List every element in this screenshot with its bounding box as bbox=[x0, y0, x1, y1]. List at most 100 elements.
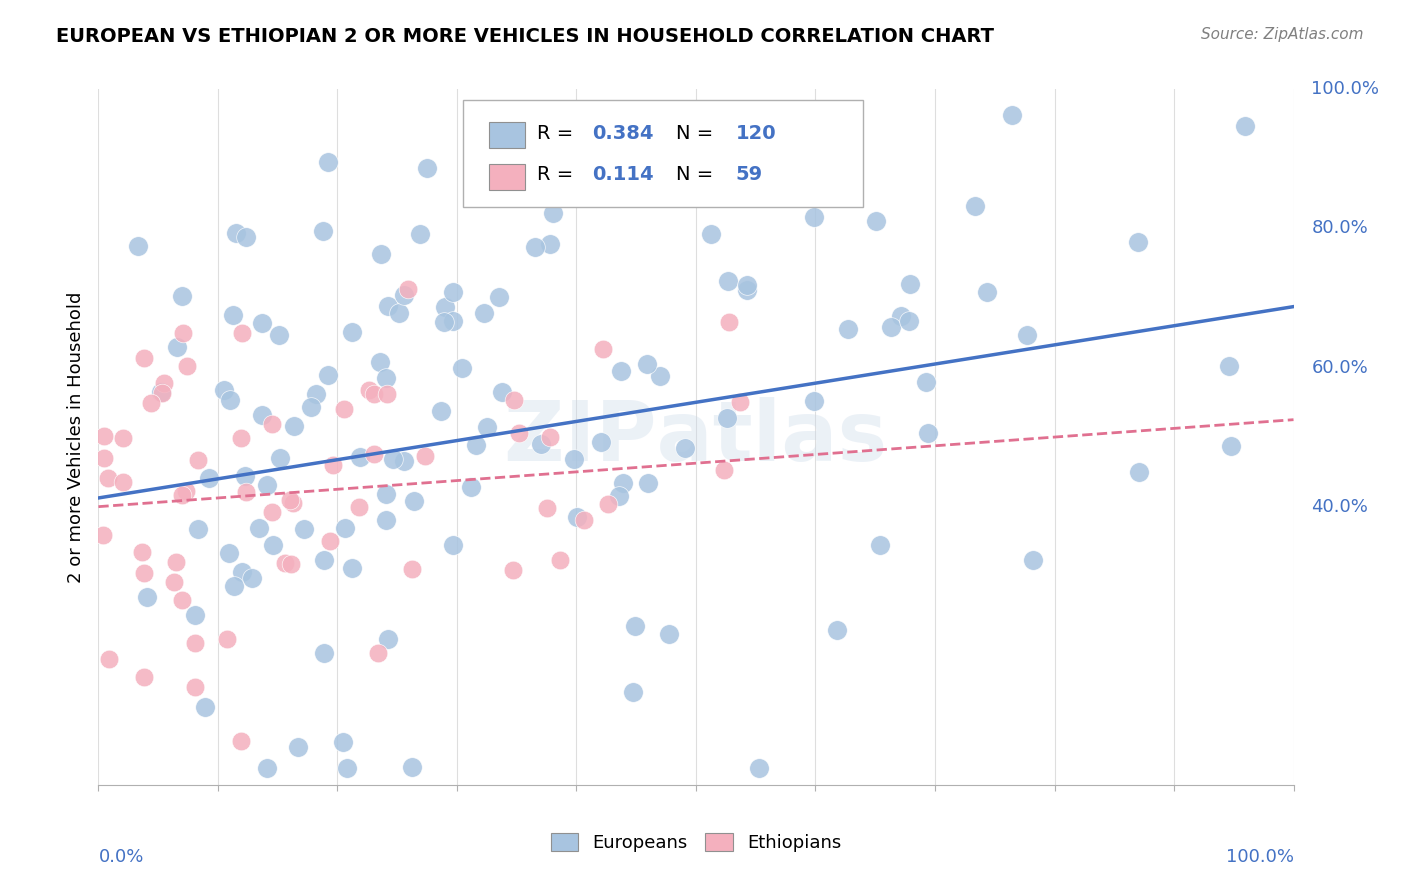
Point bbox=[97, 651, 120, 665]
Point bbox=[375, 386, 398, 401]
Point bbox=[212, 384, 235, 398]
Point bbox=[150, 385, 173, 400]
Point bbox=[269, 450, 291, 465]
Point bbox=[93, 528, 115, 542]
Point bbox=[392, 453, 415, 467]
Point bbox=[718, 315, 741, 329]
Point bbox=[274, 556, 297, 570]
Point bbox=[612, 475, 634, 490]
Point bbox=[451, 361, 474, 376]
Point bbox=[349, 500, 371, 514]
Point bbox=[312, 224, 335, 238]
Point bbox=[636, 357, 658, 371]
Point bbox=[305, 387, 328, 401]
Point bbox=[890, 309, 912, 323]
Point bbox=[541, 205, 564, 219]
Point bbox=[240, 571, 263, 585]
Point bbox=[333, 402, 356, 417]
Point bbox=[150, 384, 173, 399]
Point bbox=[283, 419, 305, 434]
Point bbox=[139, 396, 162, 410]
Point bbox=[673, 442, 696, 456]
FancyBboxPatch shape bbox=[489, 163, 524, 190]
Point bbox=[713, 463, 735, 477]
Point bbox=[793, 136, 815, 151]
Point bbox=[441, 538, 464, 552]
Point bbox=[898, 277, 921, 292]
Point bbox=[134, 670, 156, 684]
Point bbox=[976, 285, 998, 300]
Point bbox=[217, 632, 239, 646]
Point bbox=[197, 471, 219, 485]
Point bbox=[610, 364, 633, 378]
Point bbox=[367, 646, 389, 660]
Point bbox=[256, 477, 278, 491]
Point bbox=[1219, 439, 1241, 453]
Point bbox=[394, 288, 416, 302]
Point bbox=[163, 574, 186, 589]
Point bbox=[1218, 359, 1240, 373]
Point bbox=[111, 475, 134, 489]
Text: 0.384: 0.384 bbox=[592, 123, 654, 143]
Point bbox=[250, 408, 273, 422]
Point bbox=[278, 492, 301, 507]
Point bbox=[837, 322, 859, 336]
Point bbox=[433, 315, 456, 329]
Point bbox=[370, 247, 392, 261]
Point bbox=[396, 282, 419, 296]
Point bbox=[624, 619, 647, 633]
Point bbox=[231, 326, 253, 340]
Text: EUROPEAN VS ETHIOPIAN 2 OR MORE VEHICLES IN HOUSEHOLD CORRELATION CHART: EUROPEAN VS ETHIOPIAN 2 OR MORE VEHICLES… bbox=[56, 27, 994, 45]
Point bbox=[548, 553, 571, 567]
Point bbox=[224, 579, 246, 593]
Point bbox=[319, 534, 342, 549]
Point bbox=[316, 155, 339, 169]
Point bbox=[592, 343, 614, 357]
Point bbox=[441, 313, 464, 327]
Point bbox=[260, 417, 283, 431]
FancyBboxPatch shape bbox=[463, 100, 863, 208]
Point bbox=[235, 230, 257, 244]
Point bbox=[218, 392, 240, 407]
Text: 0.0%: 0.0% bbox=[98, 847, 143, 865]
Point bbox=[132, 351, 155, 366]
Point bbox=[716, 411, 738, 425]
Text: R =: R = bbox=[537, 123, 579, 143]
Point bbox=[430, 404, 453, 418]
Point bbox=[880, 320, 903, 334]
Point bbox=[97, 471, 120, 485]
Point bbox=[184, 607, 207, 622]
Point bbox=[136, 590, 159, 604]
Point bbox=[536, 500, 558, 515]
Text: ZIP​atlas: ZIP​atlas bbox=[505, 397, 887, 477]
Point bbox=[299, 401, 322, 415]
Point bbox=[222, 308, 245, 322]
Point bbox=[235, 485, 257, 500]
Y-axis label: 2 or more Vehicles in Household: 2 or more Vehicles in Household bbox=[66, 292, 84, 582]
Text: N =: N = bbox=[676, 165, 718, 185]
Point bbox=[503, 392, 526, 407]
Point bbox=[170, 289, 193, 303]
Text: 59: 59 bbox=[735, 165, 762, 185]
Point bbox=[283, 496, 305, 510]
Point bbox=[312, 553, 335, 567]
Point bbox=[491, 385, 513, 400]
Point bbox=[127, 239, 149, 253]
Point bbox=[170, 592, 193, 607]
Point bbox=[1128, 466, 1150, 480]
Point bbox=[131, 545, 153, 559]
Point bbox=[93, 429, 115, 443]
Point bbox=[748, 760, 770, 774]
Point bbox=[359, 384, 381, 398]
Point bbox=[374, 487, 396, 501]
Point bbox=[658, 627, 681, 641]
Point bbox=[434, 300, 457, 314]
Point bbox=[538, 236, 561, 251]
Text: 40.0%: 40.0% bbox=[1312, 498, 1368, 516]
Point bbox=[637, 475, 659, 490]
Point bbox=[363, 387, 385, 401]
Point bbox=[465, 438, 488, 452]
Point bbox=[292, 522, 315, 536]
Point bbox=[488, 290, 510, 304]
Point bbox=[803, 393, 825, 408]
